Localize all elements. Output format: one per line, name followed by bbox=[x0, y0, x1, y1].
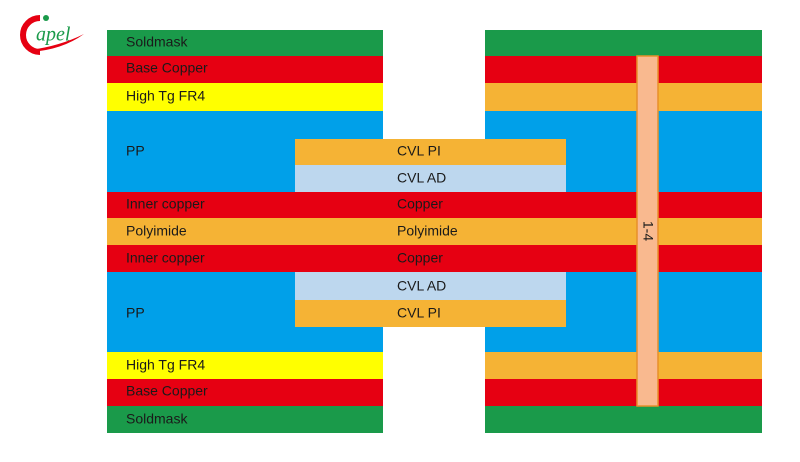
layer-label: Inner copper bbox=[126, 196, 205, 212]
center-label: CVL PI bbox=[397, 305, 441, 321]
via bbox=[636, 55, 659, 407]
center-label: Copper bbox=[397, 250, 443, 266]
base-copper bbox=[485, 56, 762, 83]
cvl-pi bbox=[295, 139, 566, 165]
fr4 bbox=[485, 83, 762, 111]
layer-label: PP bbox=[126, 143, 145, 159]
soldmask bbox=[107, 30, 383, 56]
logo-dot bbox=[43, 15, 49, 21]
base-copper bbox=[107, 379, 383, 406]
center-label: CVL AD bbox=[397, 278, 446, 294]
logo-text: apel bbox=[36, 24, 71, 46]
layer-label: Base Copper bbox=[126, 60, 208, 76]
logo: apel bbox=[20, 15, 84, 55]
center-label: CVL AD bbox=[397, 170, 446, 186]
layer-label: Inner copper bbox=[126, 250, 205, 266]
fr4 bbox=[107, 83, 383, 111]
right-stack bbox=[485, 30, 762, 433]
layer-label: High Tg FR4 bbox=[126, 357, 205, 373]
logo-swoosh bbox=[30, 34, 84, 52]
base-copper bbox=[107, 56, 383, 83]
fr4 bbox=[485, 352, 762, 379]
via-label: 1-4 bbox=[640, 221, 656, 241]
layer-label: Soldmask bbox=[126, 411, 188, 427]
center-label: CVL PI bbox=[397, 143, 441, 159]
layer-label: Base Copper bbox=[126, 383, 208, 399]
layer-label: PP bbox=[126, 305, 145, 321]
fr4 bbox=[107, 352, 383, 379]
center-label: Polyimide bbox=[397, 223, 458, 239]
soldmask bbox=[107, 406, 383, 433]
soldmask bbox=[485, 30, 762, 56]
base-copper bbox=[485, 379, 762, 406]
layer-label: High Tg FR4 bbox=[126, 88, 205, 104]
cvl-pi bbox=[295, 300, 566, 327]
layer-label: Polyimide bbox=[126, 223, 187, 239]
cvl-ad bbox=[295, 165, 566, 192]
soldmask bbox=[485, 406, 762, 433]
layer-label: Soldmask bbox=[126, 34, 188, 50]
center-label: Copper bbox=[397, 196, 443, 212]
cvl-ad bbox=[295, 272, 566, 300]
